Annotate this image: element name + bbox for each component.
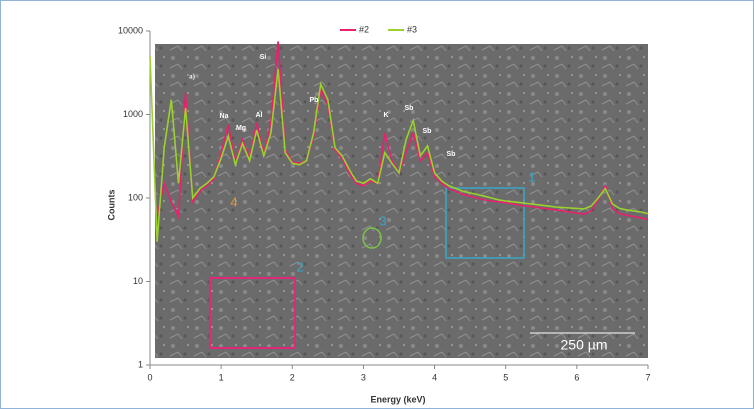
region-box	[445, 187, 525, 259]
annotation: 1	[528, 169, 535, 184]
x-tick-label: 7	[645, 372, 650, 382]
x-tick-label: 4	[432, 372, 437, 382]
x-tick-label: 6	[574, 372, 579, 382]
annotation: 250 µm	[561, 337, 608, 353]
annotation: Al	[256, 112, 263, 119]
legend-label: #3	[407, 24, 417, 34]
annotation: Sb	[447, 151, 456, 158]
legend-label: #2	[359, 24, 369, 34]
series-line	[149, 56, 649, 242]
sem-image	[155, 44, 648, 358]
annotation: Pb	[310, 97, 319, 104]
annotation: K	[383, 112, 388, 119]
y-tick-label: 10000	[118, 25, 143, 35]
annotation: a)	[77, 57, 83, 64]
x-tick-label: 0	[147, 372, 152, 382]
y-tick-label: 100	[128, 192, 143, 202]
region-box	[209, 277, 296, 349]
annotation: a)	[189, 73, 196, 81]
annotation: 2	[296, 259, 303, 274]
annotation: 4	[230, 194, 237, 209]
y-tick-label: 1000	[123, 109, 143, 119]
y-axis-label: Counts	[106, 190, 116, 221]
x-tick-label: 1	[219, 372, 224, 382]
x-tick-label: 3	[361, 372, 366, 382]
annotation: Mg	[236, 125, 246, 132]
region-circle	[362, 227, 382, 249]
x-tick-label: 2	[290, 372, 295, 382]
annotation: Si	[260, 54, 267, 61]
annotation: 3	[379, 213, 386, 228]
x-axis-label: Energy (keV)	[370, 394, 425, 404]
annotation: Na	[220, 113, 229, 120]
x-tick-label: 5	[503, 372, 508, 382]
annotation: Sb	[423, 128, 432, 135]
series-line	[156, 41, 649, 221]
y-tick-label: 1	[138, 359, 143, 369]
y-tick-label: 10	[133, 276, 143, 286]
annotation: Sb	[405, 105, 414, 112]
